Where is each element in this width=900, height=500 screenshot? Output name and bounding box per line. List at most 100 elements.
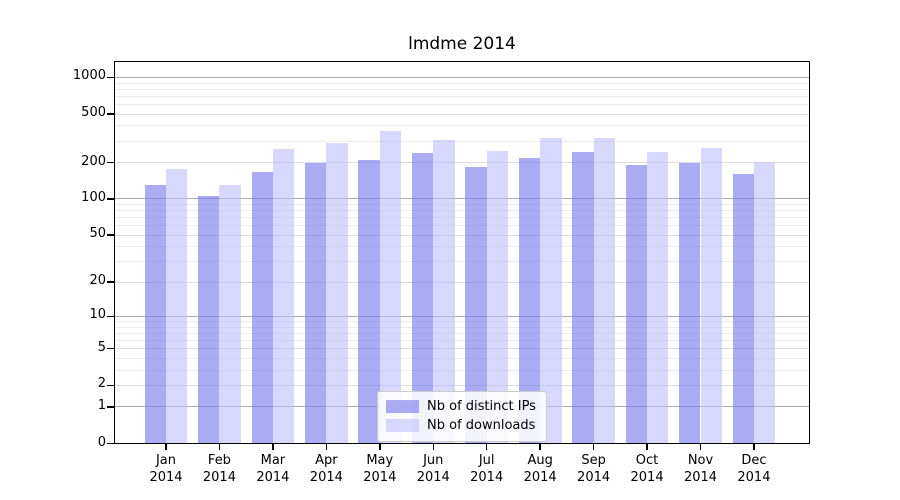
gridline-minor [114, 332, 810, 334]
bar-downloads-mar [272, 149, 295, 444]
x-axis-tick-mark [539, 443, 541, 450]
y-axis-tick-mark [107, 234, 114, 236]
bar-distinct-ips-apr [304, 163, 327, 444]
x-axis-tick-label-year: 2014 [363, 470, 397, 485]
bar-distinct-ips-oct [625, 165, 648, 444]
bar-downloads-nov [700, 148, 722, 444]
bar-distinct-ips-dec [732, 173, 754, 444]
y-axis-tick-label: 5 [97, 339, 106, 355]
y-axis-tick-mark [107, 442, 114, 445]
gridline-minor [114, 217, 810, 219]
x-axis-tick-label-year: 2014 [577, 470, 611, 485]
x-axis-tick-label-year: 2014 [630, 470, 664, 485]
x-axis-tick-mark [485, 443, 488, 450]
x-axis-tick-mark [432, 443, 434, 450]
x-axis-tick-mark [592, 443, 595, 450]
legend-label: Nb of downloads [427, 418, 536, 433]
y-axis-tick-mark [107, 406, 114, 408]
bar-downloads-jan [166, 168, 188, 444]
chart-title: lmdme 2014 [408, 34, 516, 54]
y-axis-tick-label: 20 [89, 273, 106, 289]
y-axis-tick-label: 200 [81, 153, 106, 169]
legend-item-downloads: Nb of downloads [386, 416, 538, 435]
gridline-minor [114, 261, 810, 263]
bar-downloads-feb [219, 185, 241, 444]
bar-downloads-aug [540, 138, 562, 444]
gridline-minor [114, 369, 810, 371]
y-axis-tick-label: 2 [97, 376, 106, 392]
gridline-major [114, 315, 810, 317]
x-axis-tick-label-year: 2014 [470, 470, 504, 485]
gridline-minor [114, 95, 810, 97]
y-axis-tick-mark [107, 76, 114, 79]
legend-swatch-distinct-ips [386, 400, 419, 413]
x-axis-tick-mark [699, 443, 702, 450]
bar-downloads-dec [753, 161, 776, 444]
x-axis-tick-mark [272, 443, 274, 450]
gridline-minor [114, 210, 810, 212]
gridline-minor [114, 140, 810, 142]
gridline-minor [114, 103, 810, 105]
gridline-major [114, 198, 810, 200]
gridline-minor [114, 203, 810, 205]
legend-item-distinct-ips: Nb of distinct IPs [386, 397, 538, 416]
y-axis-tick-label: 500 [81, 105, 106, 121]
x-axis-tick-label-month: Mar [260, 453, 286, 468]
x-axis-tick-label-month: Dec [741, 453, 767, 468]
bar-distinct-ips-jan [144, 185, 166, 444]
y-axis-tick-label: 0 [97, 434, 106, 450]
y-axis-tick-mark [107, 198, 114, 200]
x-axis-tick-mark [379, 443, 381, 450]
x-axis-tick-label-month: Aug [527, 453, 553, 468]
gridline-major [114, 76, 810, 78]
bar-downloads-oct [647, 151, 669, 444]
x-axis-tick-label-month: Sep [581, 453, 606, 468]
bar-downloads-jul [486, 151, 509, 444]
x-axis-tick-label-month: Feb [207, 453, 231, 468]
bar-downloads-sep [593, 137, 615, 444]
y-axis-tick-label: 1000 [72, 68, 106, 84]
bar-distinct-ips-sep [572, 152, 594, 444]
y-axis-tick-mark [107, 113, 114, 115]
bar-downloads-jun [433, 140, 455, 444]
x-axis-tick-label-month: Nov [687, 453, 714, 468]
x-axis-tick-mark [753, 443, 755, 450]
x-axis-tick-label-year: 2014 [683, 470, 718, 485]
y-axis-tick-mark [107, 347, 114, 350]
y-axis-tick-label: 50 [89, 226, 106, 242]
y-axis-tick-label: 1 [97, 397, 106, 413]
x-axis-tick-mark [325, 443, 328, 450]
bar-distinct-ips-jun [411, 153, 434, 444]
x-axis-tick-label-year: 2014 [256, 470, 290, 485]
gridline-sub [114, 162, 810, 163]
x-axis-tick-label-year: 2014 [416, 470, 450, 485]
y-axis-tick-mark [107, 161, 114, 164]
x-axis-tick-label-month: Apr [315, 453, 338, 468]
bar-distinct-ips-may [358, 159, 380, 444]
legend-label: Nb of distinct IPs [427, 399, 536, 414]
y-axis-tick-label: 10 [89, 307, 106, 323]
x-axis-tick-mark [218, 443, 221, 450]
legend: Nb of distinct IPs Nb of downloads [377, 391, 547, 442]
x-axis-tick-mark [165, 443, 167, 450]
gridline-minor [114, 88, 810, 90]
legend-swatch-downloads [386, 419, 419, 432]
bar-distinct-ips-jul [465, 166, 487, 444]
gridline-sub [114, 281, 810, 283]
y-axis-tick-mark [107, 384, 114, 387]
bar-distinct-ips-aug [518, 158, 541, 444]
y-axis-tick-label: 100 [81, 189, 106, 205]
x-axis-tick-label-month: Jul [478, 453, 495, 468]
gridline-sub [114, 234, 810, 236]
gridline-minor [114, 357, 810, 359]
x-axis-tick-label-year: 2014 [202, 470, 236, 485]
gridline-sub [114, 384, 810, 386]
y-axis-tick-mark [107, 315, 114, 318]
gridline-sub [114, 113, 810, 115]
x-axis-tick-label-month: Jan [155, 453, 177, 468]
x-axis-tick-label-year: 2014 [523, 470, 557, 485]
gridline-minor [114, 326, 810, 328]
gridline-minor [114, 125, 810, 127]
x-axis-tick-label-year: 2014 [737, 470, 771, 485]
